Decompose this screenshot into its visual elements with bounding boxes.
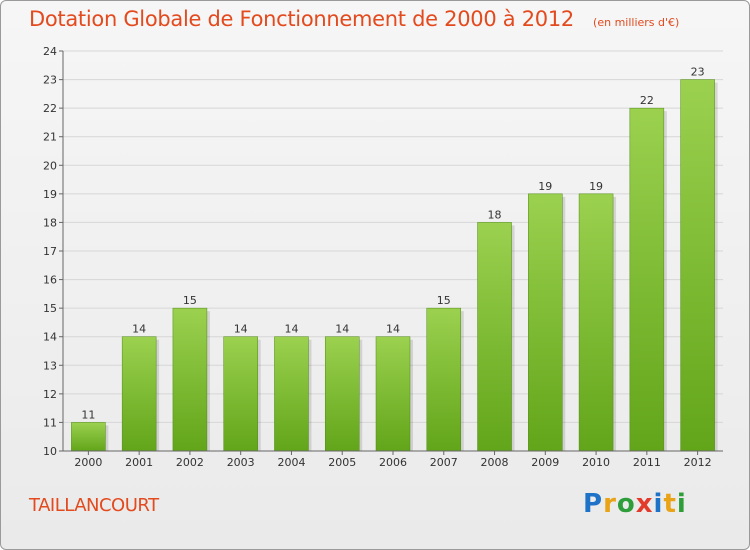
bar bbox=[578, 193, 614, 452]
y-tick-label: 17 bbox=[43, 245, 57, 258]
y-tick-label: 18 bbox=[43, 216, 57, 229]
bar bbox=[528, 193, 563, 452]
y-tick-label: 23 bbox=[43, 74, 57, 87]
y-tick-label: 14 bbox=[43, 331, 57, 344]
data-label: 19 bbox=[589, 180, 603, 193]
bar bbox=[426, 307, 462, 452]
y-tick-label: 13 bbox=[43, 359, 57, 372]
x-tick-label: 2009 bbox=[531, 456, 559, 469]
x-tick-label: 2012 bbox=[684, 456, 712, 469]
logo-letter: x bbox=[635, 489, 654, 519]
data-label: 14 bbox=[386, 323, 400, 336]
y-tick-label: 12 bbox=[43, 388, 57, 401]
y-tick-label: 16 bbox=[43, 274, 57, 287]
y-tick-label: 10 bbox=[43, 445, 57, 458]
logo-letter: r bbox=[603, 489, 617, 519]
x-tick-label: 2002 bbox=[176, 456, 204, 469]
x-tick-label: 2005 bbox=[328, 456, 356, 469]
data-label: 11 bbox=[81, 408, 95, 421]
data-label: 14 bbox=[132, 323, 146, 336]
x-tick-label: 2007 bbox=[430, 456, 458, 469]
x-tick-label: 2010 bbox=[582, 456, 610, 469]
chart-subtitle: (en milliers d'€) bbox=[593, 16, 680, 29]
bar bbox=[324, 336, 360, 452]
y-tick-label: 21 bbox=[43, 131, 57, 144]
bar bbox=[680, 79, 715, 452]
y-tick-label: 15 bbox=[43, 302, 57, 315]
y-tick-label: 20 bbox=[43, 159, 57, 172]
y-tick-label: 11 bbox=[43, 416, 57, 429]
logo-letter: i bbox=[676, 489, 687, 519]
x-tick-label: 2001 bbox=[125, 456, 153, 469]
y-tick-label: 22 bbox=[43, 102, 57, 115]
bar bbox=[274, 336, 309, 452]
data-label: 14 bbox=[234, 323, 248, 336]
x-tick-label: 2011 bbox=[633, 456, 661, 469]
chart-title: Dotation Globale de Fonctionnement de 20… bbox=[29, 7, 574, 31]
data-label: 23 bbox=[691, 66, 705, 79]
bar bbox=[375, 336, 411, 452]
x-tick-label: 2004 bbox=[277, 456, 305, 469]
bar bbox=[223, 336, 258, 452]
logo-letter: o bbox=[616, 489, 636, 519]
bar bbox=[172, 307, 208, 452]
data-label: 18 bbox=[488, 208, 502, 221]
y-tick-label: 24 bbox=[43, 45, 57, 58]
logo-letter: i bbox=[653, 489, 664, 519]
x-tick-label: 2003 bbox=[227, 456, 255, 469]
city-name: TAILLANCOURT bbox=[29, 495, 159, 516]
bar bbox=[121, 336, 157, 452]
bar bbox=[477, 222, 512, 452]
x-tick-label: 2008 bbox=[481, 456, 509, 469]
logo-letter: t bbox=[663, 489, 677, 519]
proxiti-logo: Proxiti bbox=[583, 489, 687, 519]
x-tick-label: 2006 bbox=[379, 456, 407, 469]
logo-letter: P bbox=[583, 489, 604, 519]
data-label: 15 bbox=[183, 294, 197, 307]
x-tick-label: 2000 bbox=[74, 456, 102, 469]
bar bbox=[629, 107, 665, 452]
data-label: 22 bbox=[640, 94, 654, 107]
data-label: 14 bbox=[335, 323, 349, 336]
title-row: Dotation Globale de Fonctionnement de 20… bbox=[29, 7, 679, 31]
data-label: 15 bbox=[437, 294, 451, 307]
data-label: 14 bbox=[284, 323, 298, 336]
data-label: 19 bbox=[538, 180, 552, 193]
y-tick-label: 19 bbox=[43, 188, 57, 201]
bar bbox=[71, 422, 106, 452]
